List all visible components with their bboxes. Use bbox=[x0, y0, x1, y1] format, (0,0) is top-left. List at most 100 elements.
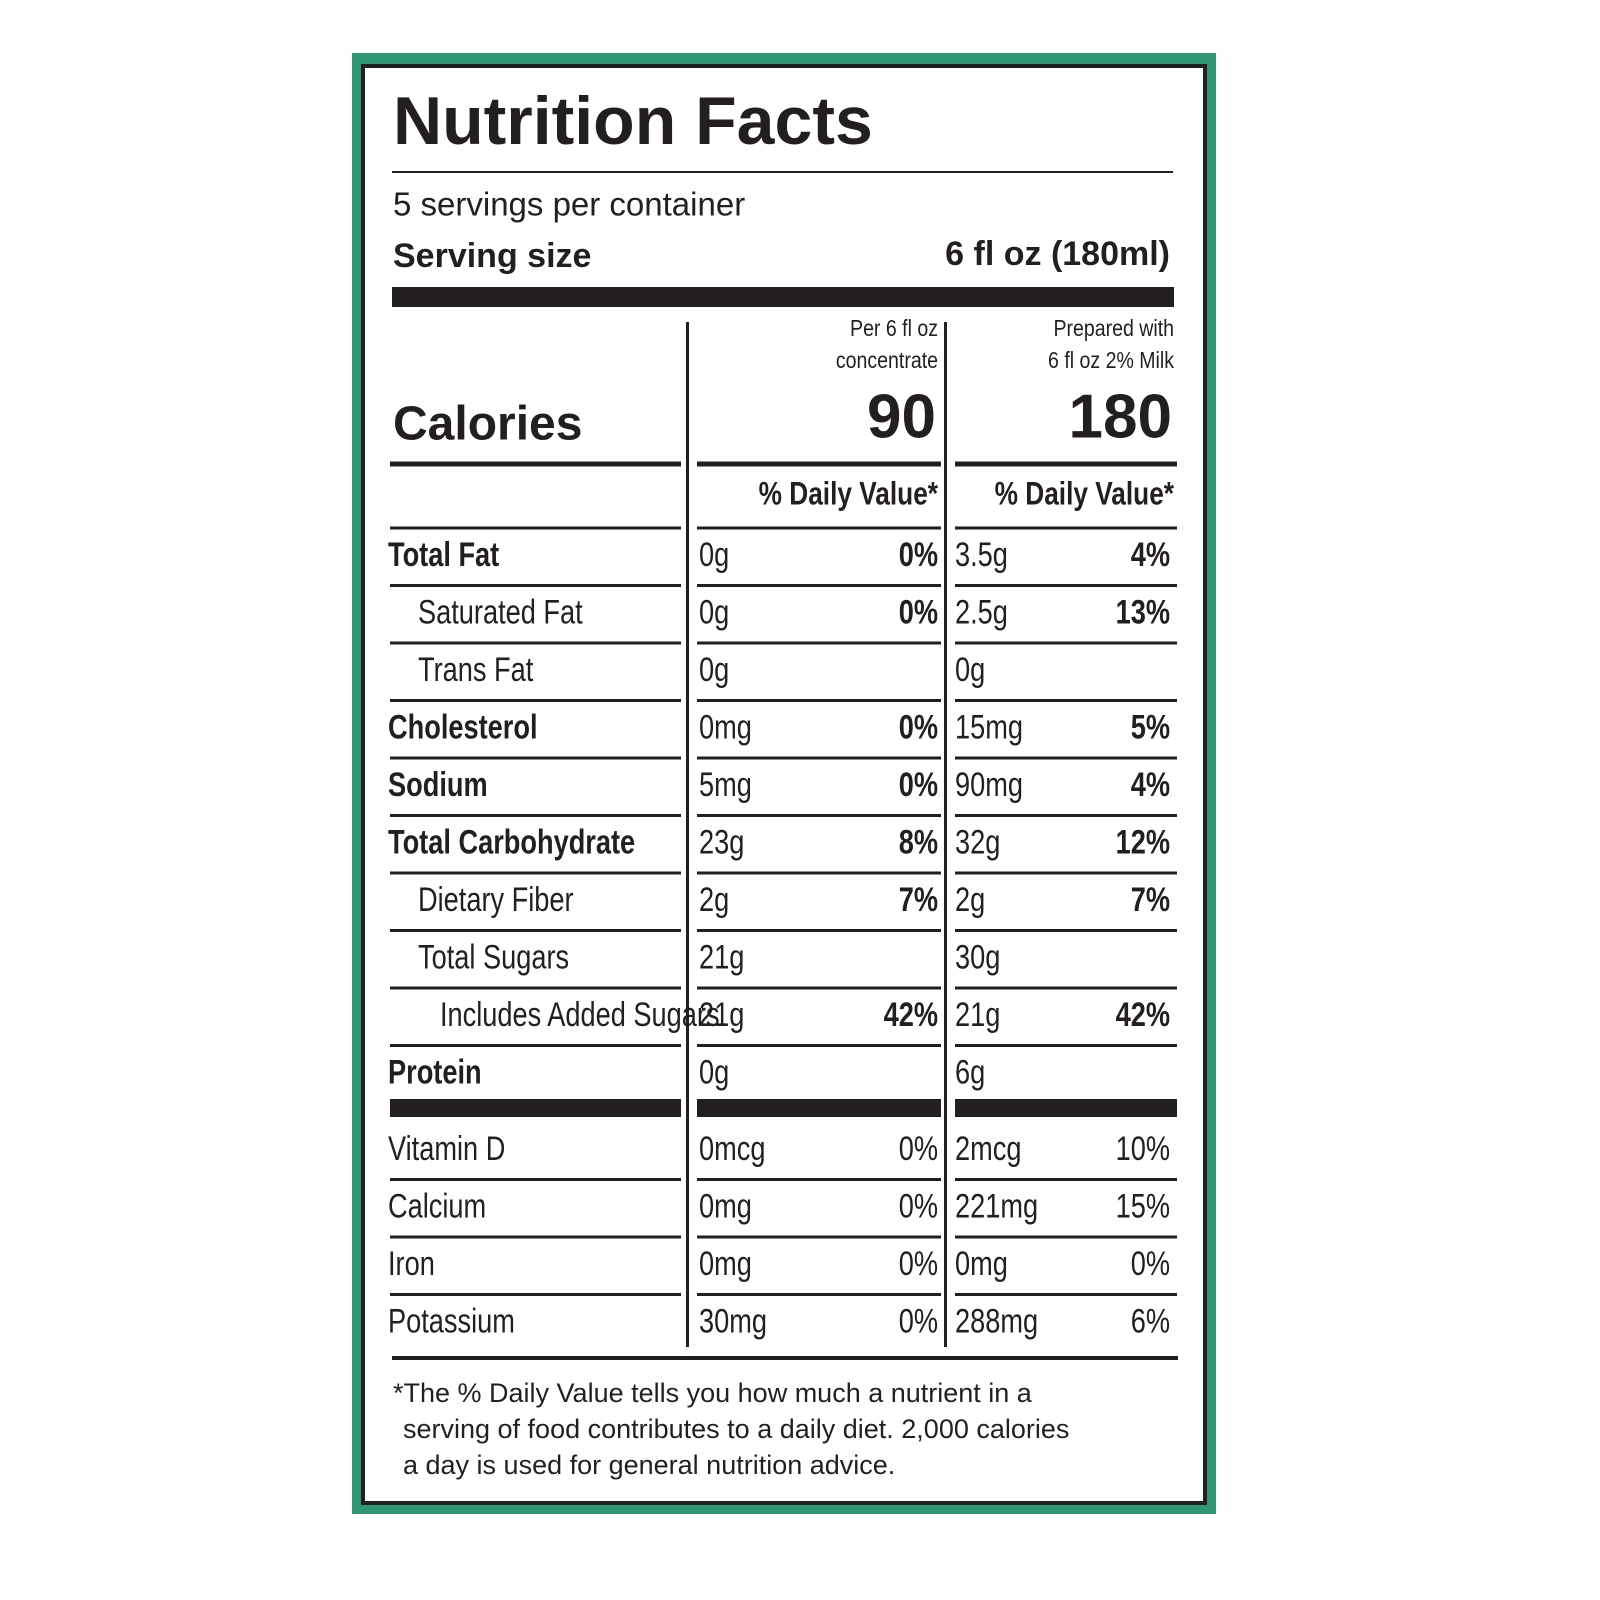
amount: 21g bbox=[699, 995, 744, 1034]
rule bbox=[955, 526, 1177, 530]
daily-value: 0% bbox=[899, 593, 938, 632]
rule bbox=[955, 986, 1177, 990]
amount: 0mg bbox=[699, 1187, 752, 1226]
rule bbox=[390, 1099, 681, 1117]
amount: 2.5g bbox=[955, 593, 1008, 632]
daily-value: 0% bbox=[899, 765, 938, 804]
daily-value: 0% bbox=[899, 535, 938, 574]
amount: 2g bbox=[699, 880, 729, 919]
amount: 221mg bbox=[955, 1187, 1038, 1226]
daily-value: 6% bbox=[1131, 1302, 1170, 1341]
rule bbox=[390, 584, 681, 587]
daily-value: 4% bbox=[1131, 765, 1170, 804]
rule bbox=[955, 1293, 1177, 1296]
rule bbox=[697, 1099, 941, 1117]
rule bbox=[390, 526, 681, 530]
amount: 15mg bbox=[955, 708, 1023, 747]
amount: 6g bbox=[955, 1053, 985, 1092]
amount: 2g bbox=[955, 880, 985, 919]
rule bbox=[390, 814, 681, 817]
footnote: serving of food contributes to a daily d… bbox=[403, 1414, 1069, 1444]
rule bbox=[697, 1178, 941, 1181]
nutrient-name: Saturated Fat bbox=[418, 593, 583, 632]
amount: 0g bbox=[699, 535, 729, 574]
column-divider bbox=[686, 322, 689, 1347]
amount: 0g bbox=[699, 650, 729, 689]
calories-label: Calories bbox=[393, 398, 582, 451]
daily-value: 0% bbox=[899, 708, 938, 747]
amount: 21g bbox=[955, 995, 1000, 1034]
nutrient-name: Total Carbohydrate bbox=[388, 823, 635, 862]
rule bbox=[392, 287, 1174, 307]
rule bbox=[697, 814, 941, 817]
rule bbox=[390, 1235, 681, 1239]
column-header: 6 fl oz 2% Milk bbox=[1048, 348, 1174, 374]
rule bbox=[390, 756, 681, 760]
amount: 30mg bbox=[699, 1302, 767, 1341]
column-divider bbox=[944, 322, 947, 1347]
amount: 90mg bbox=[955, 765, 1023, 804]
amount: 0mg bbox=[955, 1244, 1008, 1283]
daily-value: 4% bbox=[1131, 535, 1170, 574]
rule bbox=[697, 1235, 941, 1239]
nutrient-name: Protein bbox=[388, 1053, 482, 1092]
rule bbox=[955, 1099, 1177, 1117]
rule bbox=[955, 1235, 1177, 1239]
nutrient-name: Total Fat bbox=[388, 535, 499, 574]
nutrient-name: Iron bbox=[388, 1244, 435, 1283]
rule bbox=[955, 756, 1177, 760]
amount: 0g bbox=[699, 1053, 729, 1092]
daily-value: 42% bbox=[884, 995, 938, 1034]
amount: 2mcg bbox=[955, 1129, 1021, 1168]
rule bbox=[390, 461, 681, 467]
rule bbox=[697, 871, 941, 875]
servings: 5 servings per container bbox=[393, 186, 745, 223]
nutrient-name: Trans Fat bbox=[418, 650, 534, 689]
rule bbox=[392, 171, 1173, 173]
nutrient-name: Calcium bbox=[388, 1187, 486, 1226]
serving-size-label: Serving size bbox=[393, 237, 591, 275]
serving-size-value: 6 fl oz (180ml) bbox=[945, 235, 1170, 273]
daily-value: 7% bbox=[899, 880, 938, 919]
daily-value: 12% bbox=[1116, 823, 1170, 862]
rule bbox=[697, 756, 941, 760]
amount: 0mg bbox=[699, 1244, 752, 1283]
amount: 0mg bbox=[699, 708, 752, 747]
column-header: Per 6 fl oz bbox=[850, 316, 938, 342]
nutrient-name: Total Sugars bbox=[418, 938, 569, 977]
footnote: *The % Daily Value tells you how much a … bbox=[393, 1378, 1033, 1408]
label-panel bbox=[361, 64, 1207, 1505]
nutrient-name: Dietary Fiber bbox=[418, 880, 574, 919]
rule bbox=[697, 641, 941, 645]
rule bbox=[955, 699, 1177, 702]
rule bbox=[390, 986, 681, 990]
rule bbox=[392, 1356, 1178, 1360]
rule bbox=[390, 641, 681, 645]
rule bbox=[697, 1293, 941, 1296]
amount: 288mg bbox=[955, 1302, 1038, 1341]
daily-value: 0% bbox=[899, 1302, 938, 1341]
daily-value: 0% bbox=[899, 1244, 938, 1283]
rule bbox=[697, 1044, 941, 1047]
rule bbox=[697, 461, 941, 467]
rule bbox=[955, 1044, 1177, 1047]
rule bbox=[390, 1293, 681, 1296]
rule bbox=[697, 986, 941, 990]
calories-value: 180 bbox=[1069, 382, 1172, 451]
nutrient-name: Cholesterol bbox=[388, 708, 538, 747]
amount: 21g bbox=[699, 938, 744, 977]
column-header: Prepared with bbox=[1053, 316, 1174, 342]
rule bbox=[955, 814, 1177, 817]
amount: 30g bbox=[955, 938, 1000, 977]
rule bbox=[390, 929, 681, 932]
daily-value: 0% bbox=[899, 1129, 938, 1168]
rule bbox=[697, 526, 941, 530]
daily-value: 5% bbox=[1131, 708, 1170, 747]
dv-header: % Daily Value* bbox=[759, 477, 939, 512]
dv-header: % Daily Value* bbox=[995, 477, 1175, 512]
rule bbox=[697, 699, 941, 702]
rule bbox=[390, 1044, 681, 1047]
rule bbox=[955, 461, 1177, 467]
amount: 23g bbox=[699, 823, 744, 862]
